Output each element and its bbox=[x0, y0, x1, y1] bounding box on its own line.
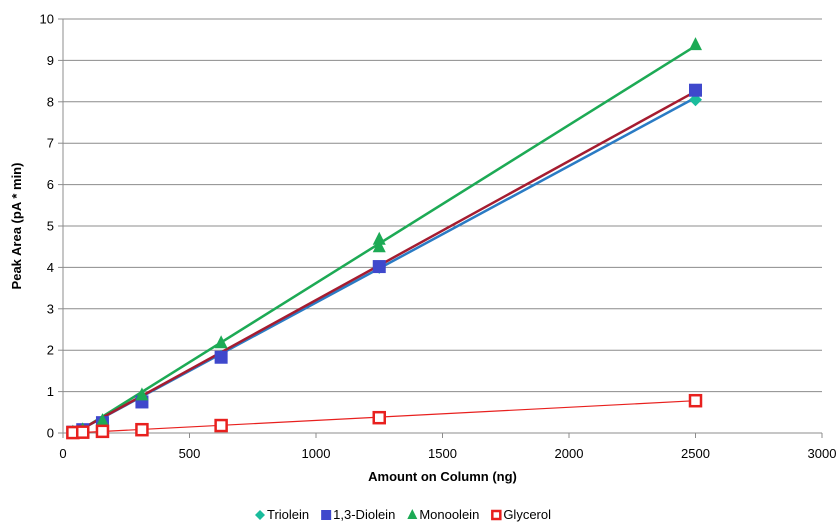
x-tick-label: 2500 bbox=[681, 446, 710, 461]
data-point-monoolein bbox=[214, 335, 228, 349]
data-markers bbox=[66, 37, 703, 440]
x-tick-label: 2000 bbox=[555, 446, 584, 461]
y-tick-label: 10 bbox=[40, 12, 54, 27]
data-point-1-3-diolein bbox=[214, 350, 228, 364]
x-tick-label: 1000 bbox=[302, 446, 331, 461]
y-tick-label: 3 bbox=[47, 301, 54, 316]
data-point-monoolein bbox=[372, 231, 386, 245]
legend-label: 1,3-Diolein bbox=[333, 507, 395, 522]
y-tick-label: 7 bbox=[47, 136, 54, 151]
y-tick-label: 8 bbox=[47, 94, 54, 109]
data-point-glycerol bbox=[688, 393, 703, 408]
y-tick-label: 4 bbox=[47, 260, 54, 275]
legend-marker-monoolein bbox=[407, 509, 418, 519]
data-point-glycerol bbox=[95, 424, 110, 439]
legend-marker-triolein bbox=[255, 510, 265, 520]
legend-label: Glycerol bbox=[503, 507, 551, 522]
y-tick-label: 5 bbox=[47, 219, 54, 234]
legend-item-triolein: Triolein bbox=[255, 507, 309, 522]
data-point-monoolein bbox=[95, 413, 109, 427]
data-point-1-3-diolein bbox=[689, 83, 702, 97]
x-tick-label: 500 bbox=[179, 446, 201, 461]
data-point-glycerol bbox=[372, 410, 386, 425]
data-point-glycerol bbox=[75, 425, 90, 439]
legend-item-glycerol: Glycerol bbox=[491, 507, 551, 522]
legend-label: Triolein bbox=[267, 507, 309, 522]
data-point-monoolein bbox=[372, 239, 386, 253]
x-tick-label: 3000 bbox=[808, 446, 837, 461]
y-tick-label: 6 bbox=[47, 177, 54, 192]
data-point-monoolein bbox=[135, 387, 149, 401]
legend-item-monoolein: Monoolein bbox=[407, 507, 479, 522]
data-point-glycerol bbox=[135, 422, 149, 437]
trend-lines bbox=[72, 44, 697, 437]
axes: 0 1 2 3 4 5 6 7 8 9 10 0 500 1000 1500 2000 2500 3000 bbox=[40, 12, 837, 462]
trend-line-monoolein bbox=[72, 44, 697, 437]
data-point-monoolein bbox=[689, 37, 702, 51]
x-axis-title: Amount on Column (ng) bbox=[368, 469, 517, 484]
data-point-1-3-diolein bbox=[372, 260, 386, 274]
legend-label: Monoolein bbox=[419, 507, 479, 522]
y-axis-title: Peak Area (pA * min) bbox=[9, 163, 24, 290]
grid-lines bbox=[63, 18, 822, 393]
legend-marker-glycerol bbox=[491, 509, 502, 521]
y-tick-label: 9 bbox=[47, 53, 54, 68]
y-tick-label: 1 bbox=[47, 384, 54, 399]
data-point-glycerol bbox=[214, 418, 228, 433]
x-tick-label: 1500 bbox=[428, 446, 457, 461]
y-tick-label: 0 bbox=[47, 426, 54, 441]
legend-item-1-3-diolein: 1,3-Diolein bbox=[321, 507, 395, 522]
x-tick-label: 0 bbox=[59, 446, 66, 461]
y-tick-label: 2 bbox=[47, 343, 54, 358]
legend-marker-1-3-diolein bbox=[321, 510, 332, 520]
legend: Triolein 1,3-Diolein Monoolein Glycerol bbox=[255, 507, 551, 522]
